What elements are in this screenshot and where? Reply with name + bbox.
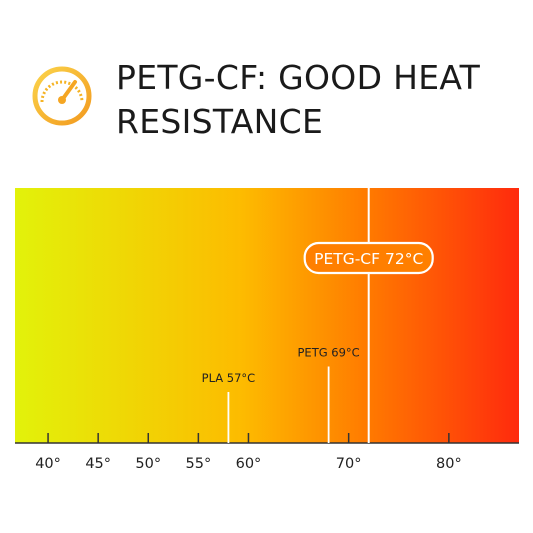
x-tick-label: 50°	[135, 456, 161, 472]
marker-label-petg-cf: PETG-CF 72°C	[314, 250, 423, 268]
marker-label: PETG 69°C	[298, 346, 360, 360]
x-tick-label: 55°	[186, 456, 212, 472]
x-tick-label: 60°	[236, 456, 262, 472]
gauge-icon	[28, 62, 96, 135]
x-tick-label: 80°	[436, 456, 462, 472]
x-tick-label: 70°	[336, 456, 362, 472]
x-tick-label: 45°	[85, 456, 111, 472]
marker-label: PLA 57°C	[202, 371, 256, 385]
x-tick-label: 40°	[35, 456, 61, 472]
marker-label-box	[303, 241, 434, 275]
gradient-band	[15, 188, 519, 443]
page-title: PETG-CF: GOOD HEAT RESISTANCE	[116, 58, 481, 141]
